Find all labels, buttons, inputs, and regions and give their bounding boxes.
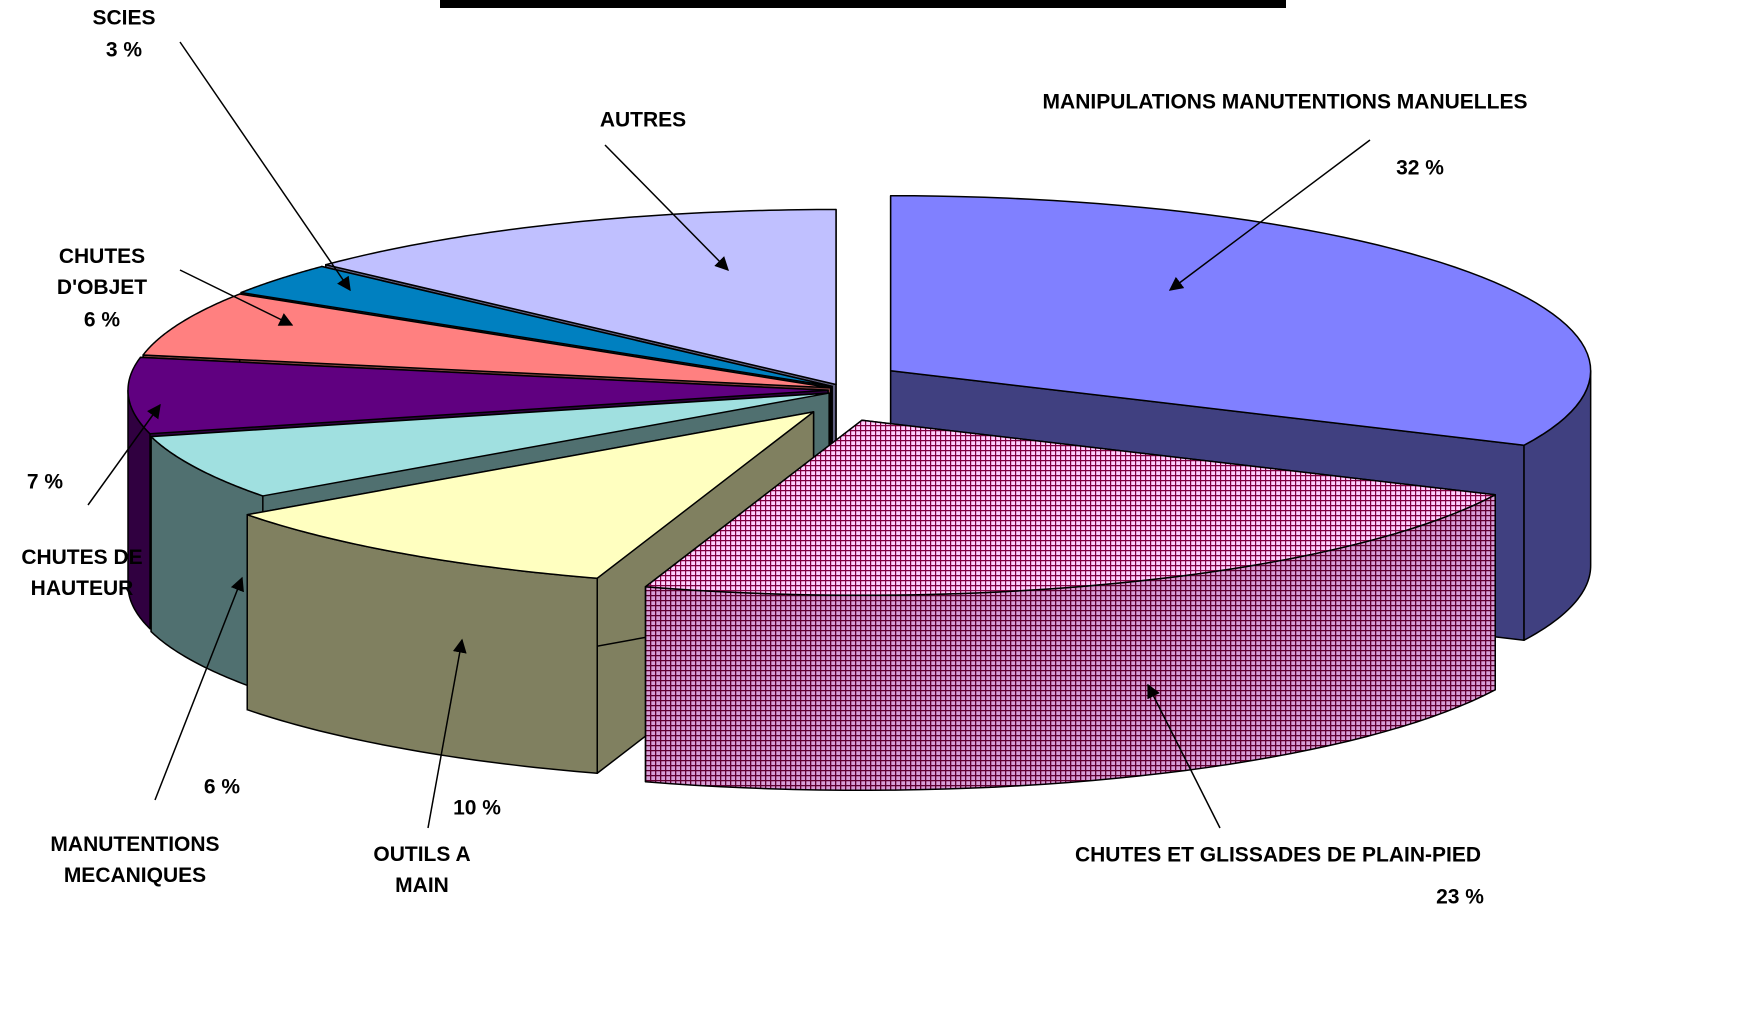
category-label: MANUTENTIONS MECANIQUES xyxy=(50,833,220,887)
value-label: 10 % xyxy=(453,796,501,820)
slice xyxy=(142,293,832,389)
slice xyxy=(127,356,829,435)
value-label: 6 % xyxy=(203,775,241,799)
leader-arrow xyxy=(87,403,161,506)
leader-arrow xyxy=(1147,683,1221,829)
category-label: OUTILS A MAIN xyxy=(373,843,471,897)
value-label: 23 % xyxy=(1436,885,1484,909)
category-label: CHUTES D'OBJET xyxy=(56,245,148,299)
category-label: CHUTES ET GLISSADES DE PLAIN-PIED xyxy=(1074,843,1482,867)
leader-arrow xyxy=(1168,139,1371,291)
leader-arrow xyxy=(154,576,244,801)
slice xyxy=(644,419,1496,597)
category-label: CHUTES DE HAUTEUR xyxy=(21,546,143,600)
leader-arrow xyxy=(427,638,467,829)
title-box xyxy=(440,0,1286,8)
category-label: MANIPULATIONS MANUTENTIONS MANUELLES xyxy=(1042,90,1528,114)
category-label: SCIES xyxy=(92,6,156,30)
leader-arrow xyxy=(604,144,729,271)
leader-arrow xyxy=(179,269,294,326)
value-label: 32 % xyxy=(1396,156,1444,180)
slice xyxy=(889,194,1592,446)
leader-arrow xyxy=(179,41,351,292)
slice xyxy=(246,411,815,580)
value-label: 3 % xyxy=(105,38,143,62)
value-label: 7 % xyxy=(26,470,64,494)
slice xyxy=(325,208,837,386)
slice xyxy=(240,265,833,388)
slice xyxy=(150,392,830,497)
value-label: 6 % xyxy=(83,308,121,332)
category-label: AUTRES xyxy=(599,108,687,132)
